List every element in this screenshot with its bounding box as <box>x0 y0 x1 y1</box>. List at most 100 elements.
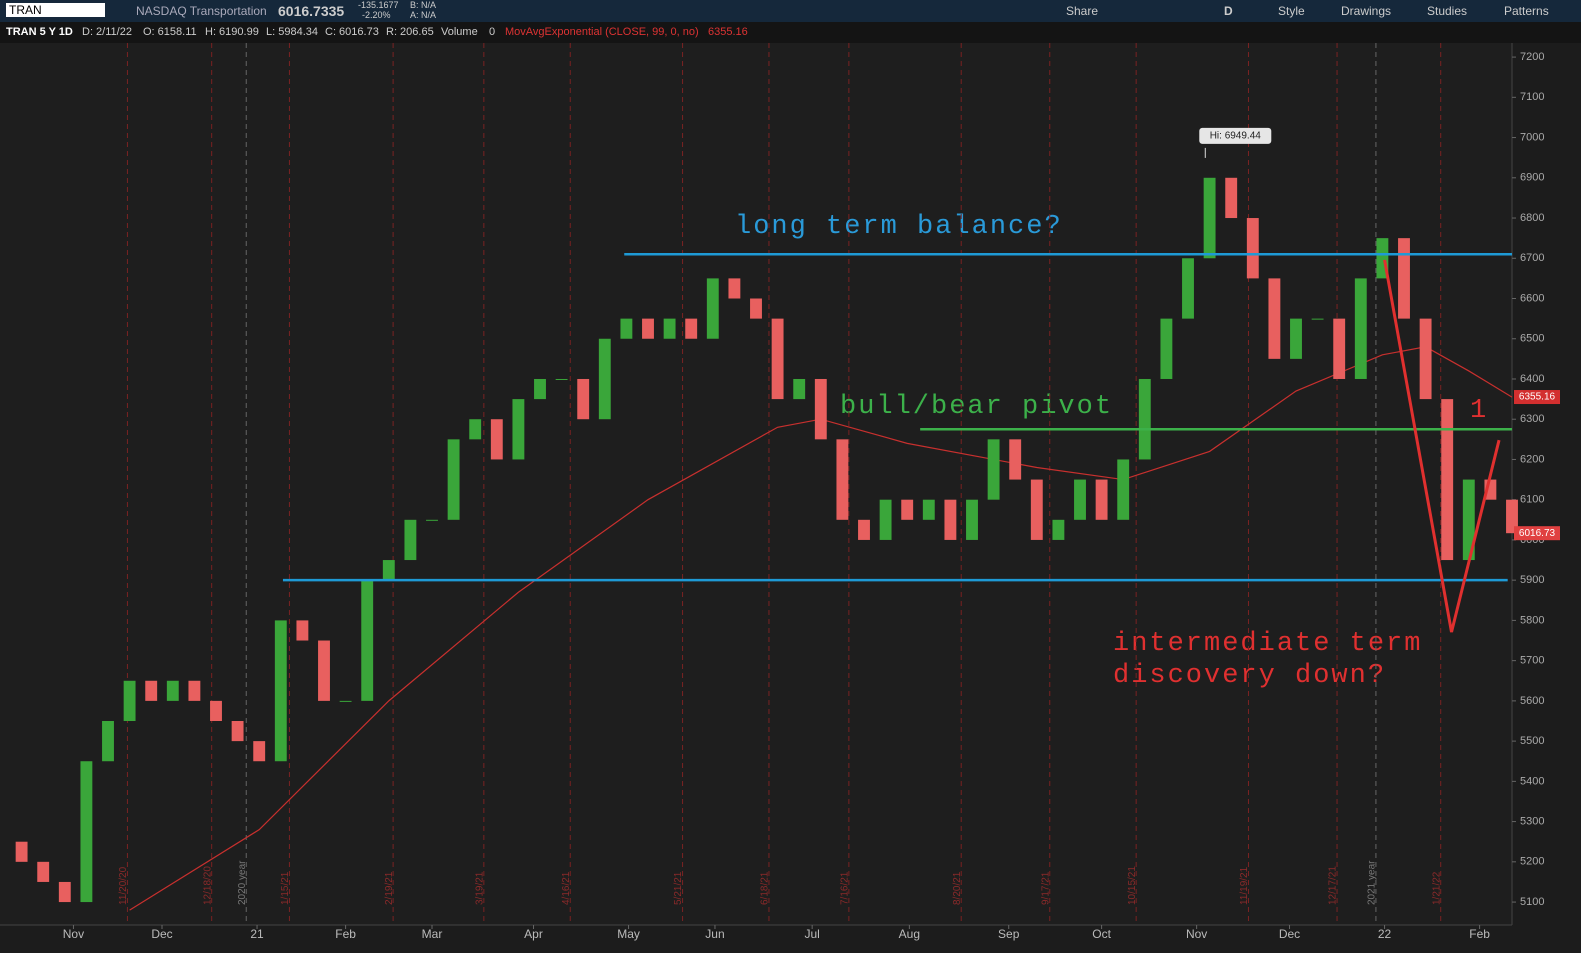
change: -135.1677 <box>358 0 399 10</box>
button[interactable]: D <box>1224 4 1233 18</box>
candle <box>750 298 762 319</box>
y-tick-label: 6400 <box>1520 373 1544 385</box>
candle <box>879 499 892 540</box>
y-tick-label: 6900 <box>1520 172 1544 184</box>
candle <box>58 881 71 903</box>
annotation: 1 <box>1470 396 1488 426</box>
x-tick-label: Sep <box>998 927 1020 941</box>
x-tick-label: May <box>617 927 640 941</box>
candle <box>642 318 654 339</box>
candle <box>15 841 28 862</box>
study-value: 6355.16 <box>708 26 748 38</box>
candle <box>922 499 935 520</box>
y-tick-label: 5400 <box>1520 775 1544 787</box>
x-tick-label: 22 <box>1378 927 1392 941</box>
candle <box>426 519 438 521</box>
candle <box>858 519 870 540</box>
button[interactable]: Patterns <box>1504 4 1549 18</box>
y-tick-label: 6200 <box>1520 453 1544 465</box>
candle <box>1203 177 1216 259</box>
y-tick-label: 6100 <box>1520 494 1544 506</box>
y-tick-label: 5300 <box>1520 815 1544 827</box>
candle <box>382 560 395 581</box>
candle <box>1354 278 1367 379</box>
button[interactable]: Style <box>1278 4 1305 18</box>
y-tick-label: 6600 <box>1520 292 1544 304</box>
marker-label: 9/17/21 <box>1040 871 1051 905</box>
x-tick-label: Mar <box>422 927 443 941</box>
info-item: R: 206.65 <box>386 26 434 38</box>
candle <box>1333 318 1346 379</box>
candle <box>1484 479 1497 500</box>
candle <box>80 761 93 903</box>
candle <box>1290 318 1302 359</box>
candle <box>555 378 568 380</box>
candle <box>404 519 417 561</box>
marker-label: 2020 year <box>237 860 248 905</box>
marker-label: 12/18/20 <box>202 866 213 905</box>
y-tick-label: 5700 <box>1520 655 1544 667</box>
button[interactable]: Drawings <box>1341 4 1392 18</box>
candle <box>469 419 482 440</box>
bid: B: N/A <box>410 0 437 10</box>
marker-label: 12/17/21 <box>1328 866 1339 905</box>
candle <box>1398 238 1410 319</box>
x-tick-label: Feb <box>1469 927 1490 941</box>
candle <box>102 720 114 762</box>
candle <box>987 439 1000 500</box>
candle <box>793 378 806 400</box>
button[interactable]: Share <box>1066 4 1099 18</box>
candle <box>318 640 330 701</box>
candle <box>166 680 179 701</box>
candle <box>210 700 222 721</box>
y-tick-label: 6800 <box>1520 212 1544 224</box>
x-tick-label: Nov <box>63 927 84 941</box>
y-tick-label: 7000 <box>1520 131 1544 143</box>
candle <box>685 318 698 339</box>
change-pct: -2.20% <box>362 10 391 20</box>
candle <box>145 680 158 701</box>
x-tick-label: Feb <box>335 927 356 941</box>
y-tick-label: 5600 <box>1520 695 1544 707</box>
y-tick-label: 5100 <box>1520 896 1544 908</box>
marker-label: 11/19/21 <box>1239 866 1250 905</box>
marker-label: 7/16/21 <box>840 871 851 905</box>
candle <box>814 378 827 440</box>
annotation: intermediate term <box>1113 629 1422 659</box>
candle <box>836 439 849 520</box>
marker-label: 8/20/21 <box>952 871 963 905</box>
marker-label: 4/16/21 <box>561 871 572 905</box>
x-tick-label: 21 <box>250 927 264 941</box>
candle <box>123 680 136 721</box>
candle <box>490 419 503 460</box>
button[interactable]: Studies <box>1427 4 1468 18</box>
x-tick-label: Aug <box>899 927 920 941</box>
high-label: Hi: 6949.44 <box>1210 131 1262 142</box>
marker-label: 6/18/21 <box>760 871 771 905</box>
info-item: D: 2/11/22 <box>82 26 132 38</box>
annotation: bull/bear pivot <box>840 392 1113 422</box>
symbol-input[interactable]: TRAN <box>6 3 105 17</box>
candle <box>728 278 741 299</box>
candle <box>1419 318 1432 400</box>
candle <box>1311 318 1324 320</box>
candle <box>1376 238 1389 279</box>
candle <box>598 338 611 420</box>
toolbar: TRAN NASDAQ Transportation 6016.7335 -13… <box>0 0 1581 22</box>
candle <box>1246 218 1259 279</box>
candle <box>620 318 633 339</box>
last-price: 6016.7335 <box>278 3 345 19</box>
candle <box>1462 479 1475 561</box>
candle <box>1052 519 1065 540</box>
y-tick-label: 5800 <box>1520 614 1544 626</box>
study: MovAvgExponential (CLOSE, 99, 0, no) <box>505 26 699 38</box>
price-tag <box>1514 526 1560 541</box>
y-tick-label: 5500 <box>1520 735 1544 747</box>
high-box <box>1199 127 1272 144</box>
candle <box>339 700 352 702</box>
marker-label: 1/15/21 <box>280 871 291 905</box>
x-tick-label: Apr <box>524 927 543 941</box>
y-tick-label: 5900 <box>1520 574 1544 586</box>
info-item: L: 5984.34 <box>266 26 318 38</box>
